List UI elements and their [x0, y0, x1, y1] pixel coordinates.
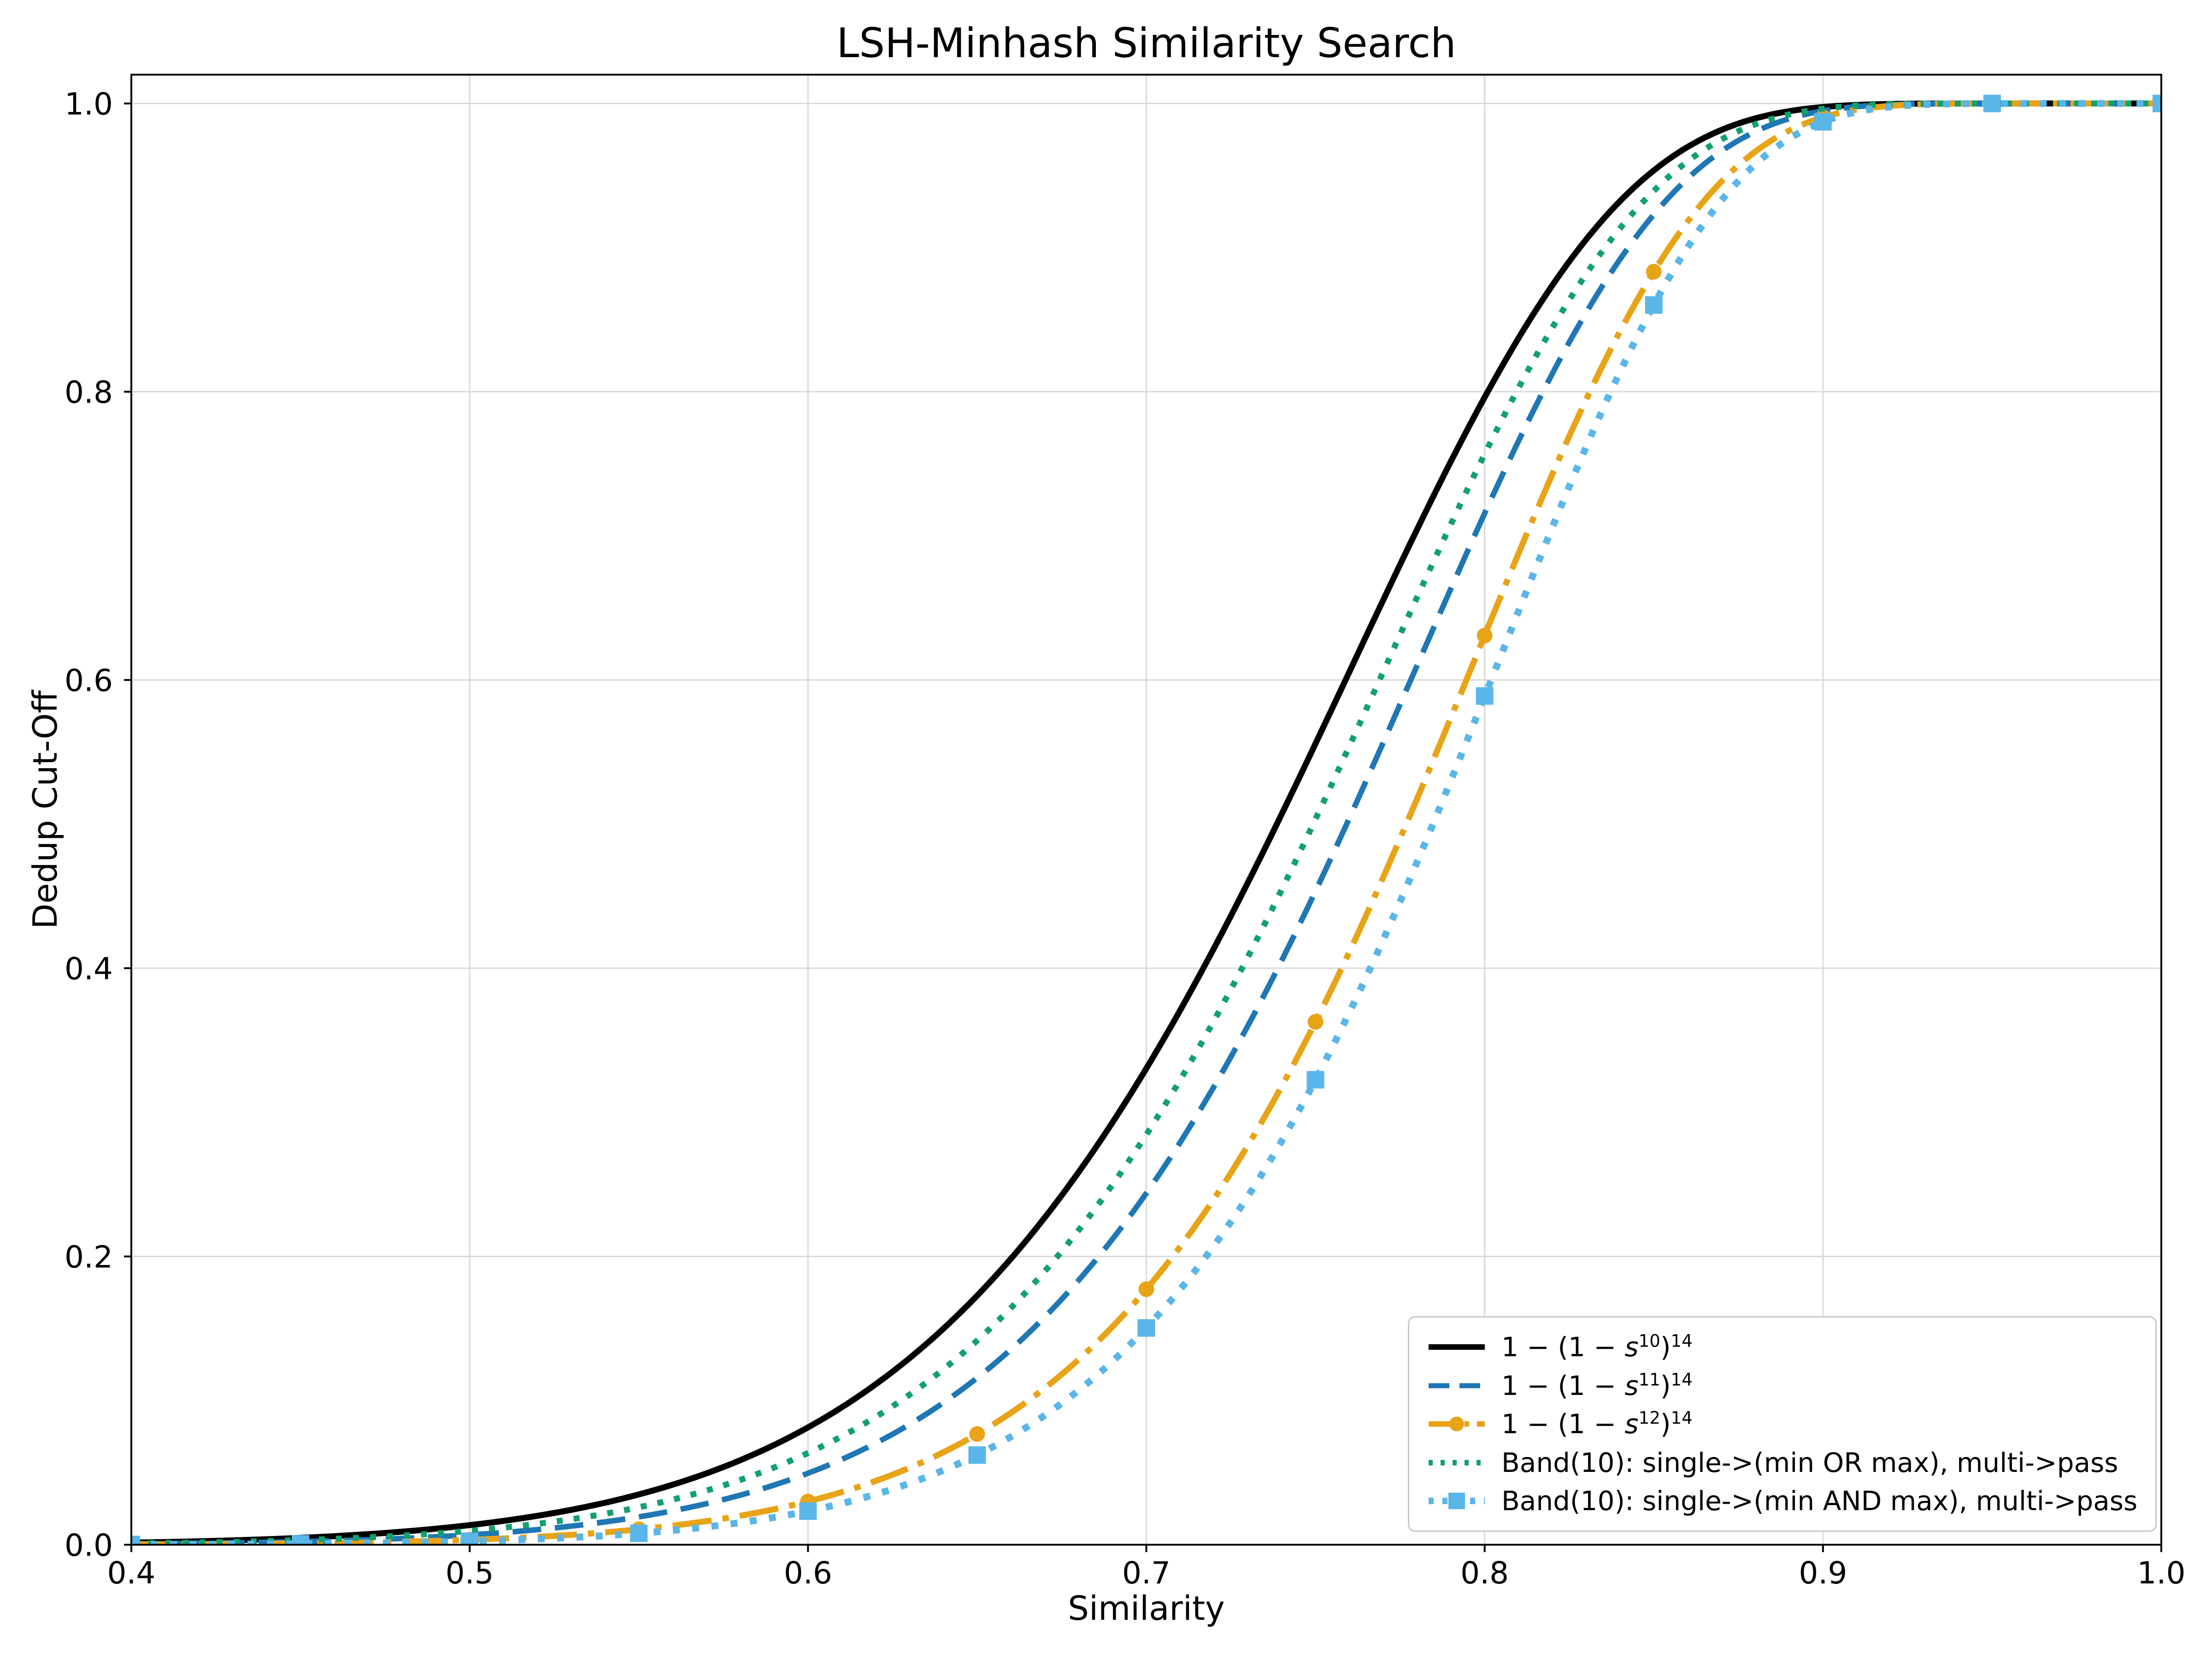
legend-line-sample	[1429, 1417, 1485, 1431]
y-tick-label: 0.6	[65, 663, 113, 699]
markers-band-and	[131, 94, 2161, 1545]
x-tick-label: 0.7	[1122, 1555, 1171, 1591]
square-marker-icon	[1983, 94, 2001, 112]
legend-label: 1 − (1 − s10)14	[1501, 1331, 1693, 1363]
chart-title: LSH-Minhash Similarity Search	[836, 19, 1456, 67]
circle-marker-icon	[1307, 1014, 1324, 1030]
square-marker-icon	[1645, 296, 1663, 314]
square-marker-icon	[968, 1446, 986, 1464]
x-tick-label: 0.6	[784, 1555, 832, 1591]
legend-entry: 1 − (1 − s11)14	[1427, 1370, 2138, 1401]
square-marker-icon	[1476, 687, 1494, 705]
square-marker-icon	[292, 1535, 310, 1545]
square-marker-icon	[2153, 94, 2161, 112]
x-axis-label: Similarity	[1068, 1589, 1225, 1628]
legend: 1 − (1 − s10)14 1 − (1 − s11)14 1 − (1 −…	[1408, 1316, 2157, 1532]
y-tick-label: 1.0	[65, 87, 113, 122]
square-marker-icon	[461, 1532, 479, 1545]
legend-entry: 1 − (1 − s10)14	[1427, 1331, 2138, 1363]
square-marker-icon	[1137, 1319, 1155, 1337]
square-marker-icon	[799, 1502, 817, 1520]
circle-marker-icon	[1449, 1417, 1464, 1431]
circle-marker-icon	[969, 1426, 985, 1442]
square-marker-icon	[630, 1524, 648, 1542]
curves	[131, 94, 2161, 1545]
legend-label: Band(10): single->(min AND max), multi->…	[1501, 1485, 2138, 1517]
legend-entry: Band(10): single->(min AND max), multi->…	[1427, 1485, 2138, 1517]
legend-label: 1 − (1 − s11)14	[1501, 1370, 1693, 1401]
x-tick-label: 0.4	[107, 1555, 156, 1591]
y-tick-label: 0.2	[65, 1240, 113, 1275]
legend-line-sample	[1429, 1383, 1485, 1388]
legend-line-sample	[1429, 1459, 1485, 1465]
legend-entry: 1 − (1 − s12)14	[1427, 1408, 2138, 1440]
curve-band-or	[131, 100, 2161, 1545]
legend-line-sample	[1429, 1344, 1485, 1350]
legend-label: 1 − (1 − s12)14	[1501, 1408, 1693, 1440]
tick-labels: 0.4 0.5 0.6 0.7 0.8 0.9 1.0 0.0 0.2 0.4 0.6 0.8 1.0	[65, 87, 2185, 1591]
legend-label: Band(10): single->(min OR max), multi->p…	[1501, 1447, 2118, 1478]
circle-marker-icon	[1646, 264, 1662, 280]
legend-line-sample	[1429, 1493, 1485, 1509]
square-marker-icon	[1448, 1493, 1465, 1509]
y-tick-label: 0.4	[65, 951, 113, 987]
y-axis-label: Dedup Cut-Off	[26, 690, 65, 930]
x-tick-label: 1.0	[2137, 1555, 2186, 1591]
square-marker-icon	[1814, 113, 1832, 131]
y-tick-label: 0.0	[65, 1528, 113, 1563]
x-tick-label: 0.8	[1460, 1555, 1509, 1591]
grid	[131, 75, 2161, 1545]
x-tick-label: 0.9	[1799, 1555, 1847, 1591]
axis-ticks	[124, 102, 2162, 1552]
x-tick-label: 0.5	[446, 1555, 494, 1591]
y-tick-label: 0.8	[65, 375, 113, 410]
circle-marker-icon	[1138, 1281, 1154, 1297]
square-marker-icon	[1306, 1071, 1324, 1089]
legend-entry: Band(10): single->(min OR max), multi->p…	[1427, 1447, 2138, 1478]
square-marker-icon	[131, 1535, 140, 1545]
circle-marker-icon	[1477, 628, 1493, 644]
